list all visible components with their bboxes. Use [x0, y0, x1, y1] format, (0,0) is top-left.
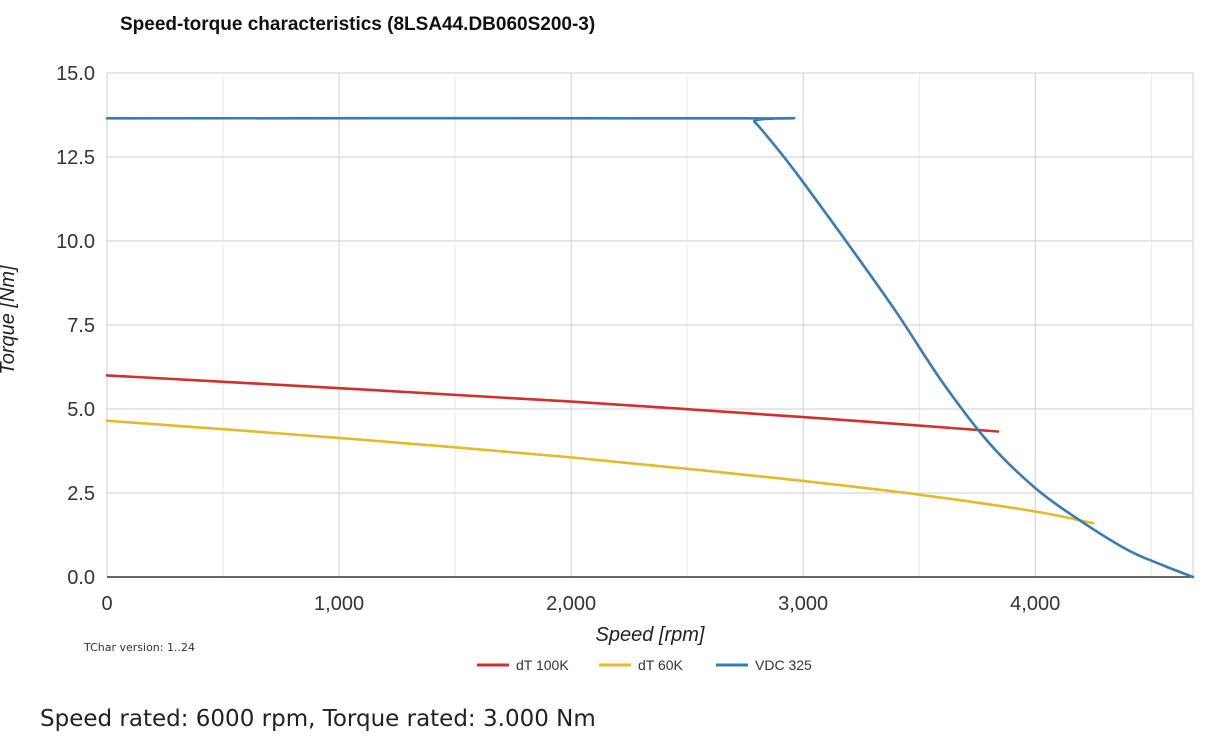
- legend-label-dt-100k: dT 100K: [516, 657, 569, 673]
- y-axis-label: Torque [Nm]: [0, 265, 19, 375]
- series-line-vdc-325: [105, 116, 1195, 579]
- x-tick-label: 2,000: [546, 593, 596, 615]
- y-tick-label: 7.5: [67, 315, 95, 337]
- y-tick-label: 2.5: [67, 483, 95, 505]
- y-tick-label: 0.0: [67, 567, 95, 589]
- rated-values-footer: Speed rated: 6000 rpm, Torque rated: 3.0…: [40, 706, 596, 732]
- series-layer: [105, 116, 1195, 579]
- series-line-dt-100k: [105, 374, 1000, 433]
- x-tick-label: 3,000: [778, 593, 828, 615]
- series-line-dt-60k: [105, 419, 1095, 525]
- grid-lines: [106, 72, 1194, 577]
- version-label: TChar version: 1..24: [84, 641, 195, 654]
- y-tick-label: 5.0: [67, 399, 95, 421]
- legend-label-vdc-325: VDC 325: [755, 657, 812, 673]
- x-tick-label: 0: [101, 593, 112, 615]
- y-tick-label: 12.5: [56, 147, 95, 169]
- legend: dT 100K dT 60K VDC 325: [477, 657, 812, 673]
- legend-label-dt-60k: dT 60K: [638, 657, 684, 673]
- x-axis-label: Speed [rpm]: [596, 624, 705, 646]
- y-tick-label: 10.0: [56, 231, 95, 253]
- x-tick-label: 4,000: [1010, 593, 1060, 615]
- speed-torque-chart: 0.0 2.5 5.0 7.5 10.0 12.5 15.0 0 1,000 2,000 3,000…: [0, 63, 1195, 673]
- y-tick-label: 15.0: [56, 63, 95, 85]
- x-tick-label: 1,000: [314, 593, 364, 615]
- chart-title: Speed-torque characteristics (8LSA44.DB0…: [120, 14, 596, 35]
- axes: 0.0 2.5 5.0 7.5 10.0 12.5 15.0 0 1,000 2,000 3,000…: [56, 63, 1193, 615]
